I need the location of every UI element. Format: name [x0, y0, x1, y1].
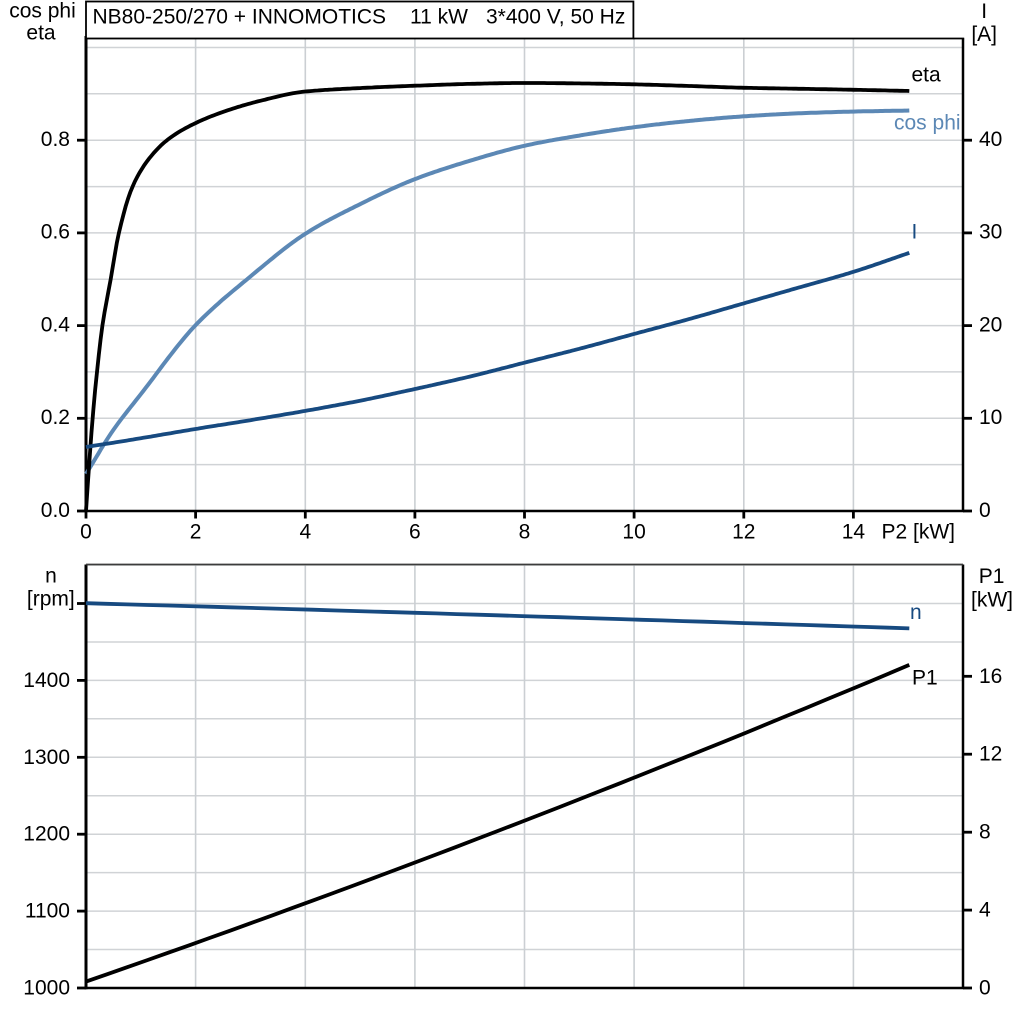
svg-text:eta: eta — [912, 64, 942, 87]
svg-text:0.6: 0.6 — [41, 221, 70, 244]
svg-text:0: 0 — [979, 977, 991, 1000]
svg-text:1300: 1300 — [23, 746, 70, 769]
svg-text:1000: 1000 — [23, 977, 70, 1000]
svg-text:0.2: 0.2 — [41, 406, 70, 429]
svg-text:P2 [kW]: P2 [kW] — [882, 521, 956, 544]
svg-text:20: 20 — [979, 313, 1002, 336]
svg-text:eta: eta — [26, 22, 56, 45]
svg-text:10: 10 — [622, 521, 645, 544]
svg-text:cos phi: cos phi — [894, 112, 961, 135]
svg-text:0.8: 0.8 — [41, 128, 70, 151]
svg-text:8: 8 — [979, 821, 991, 844]
svg-text:4: 4 — [979, 899, 991, 922]
svg-text:3*400 V, 50 Hz: 3*400 V, 50 Hz — [486, 6, 625, 29]
svg-text:n: n — [910, 601, 922, 624]
svg-text:12: 12 — [979, 743, 1002, 766]
svg-text:11 kW: 11 kW — [410, 6, 468, 29]
svg-text:10: 10 — [979, 406, 1002, 429]
svg-text:12: 12 — [732, 521, 755, 544]
svg-text:0.4: 0.4 — [41, 313, 71, 336]
svg-text:[rpm]: [rpm] — [27, 588, 75, 611]
svg-text:1100: 1100 — [25, 900, 70, 923]
svg-text:cos phi: cos phi — [9, 0, 76, 23]
svg-text:n: n — [45, 565, 57, 588]
svg-text:[kW]: [kW] — [971, 589, 1013, 612]
svg-text:P1: P1 — [979, 565, 1005, 588]
svg-text:P1: P1 — [912, 667, 938, 690]
svg-text:0.0: 0.0 — [41, 499, 70, 522]
svg-text:14: 14 — [842, 521, 866, 544]
svg-text:1200: 1200 — [23, 823, 70, 846]
svg-text:NB80-250/270 + INNOMOTICS: NB80-250/270 + INNOMOTICS — [93, 6, 387, 29]
svg-text:I: I — [981, 0, 987, 23]
svg-text:I: I — [912, 221, 918, 244]
svg-text:30: 30 — [979, 221, 1002, 244]
svg-text:[A]: [A] — [971, 23, 997, 46]
svg-text:4: 4 — [299, 521, 311, 544]
svg-text:6: 6 — [409, 521, 421, 544]
svg-text:0: 0 — [80, 521, 92, 544]
svg-text:16: 16 — [979, 665, 1002, 688]
svg-text:1400: 1400 — [23, 669, 70, 692]
svg-text:2: 2 — [190, 521, 202, 544]
svg-text:40: 40 — [979, 128, 1002, 151]
svg-text:8: 8 — [519, 521, 531, 544]
svg-text:0: 0 — [979, 499, 991, 522]
